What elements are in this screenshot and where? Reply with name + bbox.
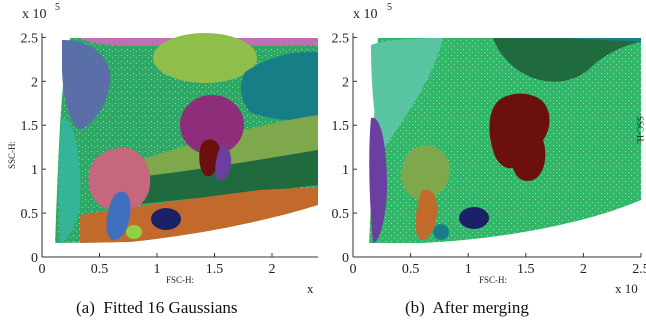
region-orange bbox=[415, 189, 438, 240]
x-tick-label: 0.5 bbox=[402, 262, 420, 277]
y-tick-label: 1 bbox=[31, 163, 38, 178]
region-dark-red bbox=[489, 93, 550, 181]
x-tick-label: 0 bbox=[39, 262, 46, 277]
region-teal-left bbox=[58, 118, 81, 243]
y-tick-label: 2 bbox=[31, 75, 38, 90]
y-axis-label-a: SSC-H: bbox=[7, 141, 17, 169]
x-exponent-label-b: x 10 bbox=[615, 281, 638, 296]
caption-b-text: After merging bbox=[432, 298, 529, 317]
region-pink-mid bbox=[88, 147, 151, 212]
x-tick-label: 1.5 bbox=[206, 262, 224, 277]
x-tick-label: 2 bbox=[580, 262, 587, 277]
y-tick-label: 0 bbox=[342, 251, 349, 266]
region-purple bbox=[369, 117, 387, 243]
region-teal-small bbox=[433, 224, 449, 240]
caption-b: (b) After merging bbox=[405, 298, 529, 318]
region-dark-red bbox=[199, 139, 221, 177]
x-tick-label: 0.5 bbox=[91, 262, 109, 277]
y-tick-label: 1.5 bbox=[21, 119, 39, 134]
caption-a-text: Fitted 16 Gaussians bbox=[103, 298, 238, 317]
y-exponent-label-a: x 10 bbox=[22, 7, 47, 22]
caption-a-label: (a) bbox=[76, 298, 95, 317]
y-tick-label: 1 bbox=[342, 163, 349, 178]
y-tick-label: 1.5 bbox=[332, 119, 350, 134]
region-olive bbox=[401, 145, 451, 200]
region-light-teal bbox=[371, 38, 443, 150]
caption-b-label: (b) bbox=[405, 298, 425, 317]
region-magenta bbox=[180, 95, 244, 155]
y-tick-label: 0.5 bbox=[332, 207, 350, 222]
x-axis-label-b: FSC-H: bbox=[479, 275, 507, 285]
region-blue-mid bbox=[106, 191, 131, 240]
x-tick-label: 1.5 bbox=[517, 262, 535, 277]
y-tick-label: 2.5 bbox=[21, 31, 39, 46]
figure-panel-a: 0 0.5 1 1.5 2 0 0.5 1 1.5 2 2.5 x 10 5 SSC-H: FSC-… bbox=[7, 2, 318, 296]
x-axis-label-a: FSC-H: bbox=[166, 275, 194, 285]
y-tick-label: 0.5 bbox=[21, 207, 39, 222]
region-olive-top bbox=[153, 33, 257, 83]
x-tick-label: 0 bbox=[350, 262, 357, 277]
y-exponent-label-b: x 10 bbox=[353, 7, 378, 22]
y-exponent-power-b: 5 bbox=[387, 2, 392, 13]
region-slate-blue bbox=[62, 40, 111, 130]
region-purple bbox=[215, 145, 232, 181]
region-teal-dark bbox=[240, 51, 318, 120]
figure-panel-b: 0 0.5 1 1.5 2 2.5 0 0.5 1 1.5 2 2.5 x 10 5 SSC-H: F… bbox=[332, 2, 646, 296]
region-light-green bbox=[126, 225, 142, 239]
y-exponent-power-a: 5 bbox=[55, 2, 60, 13]
x-exponent-label-a: x bbox=[307, 281, 314, 296]
x-tick-label: 2.5 bbox=[632, 262, 646, 277]
y-tick-label: 0 bbox=[31, 251, 38, 266]
y-axis-label-b: SSC-H: bbox=[635, 116, 645, 144]
caption-a: (a) Fitted 16 Gaussians bbox=[76, 298, 237, 318]
x-tick-label: 2 bbox=[269, 262, 276, 277]
x-tick-label: 1 bbox=[465, 262, 472, 277]
region-teal-dark bbox=[568, 38, 641, 42]
y-tick-label: 2.5 bbox=[332, 31, 350, 46]
y-tick-label: 2 bbox=[342, 75, 349, 90]
region-navy bbox=[459, 207, 489, 229]
region-navy bbox=[151, 208, 181, 230]
x-tick-label: 1 bbox=[154, 262, 161, 277]
region-dark-green bbox=[493, 38, 641, 82]
